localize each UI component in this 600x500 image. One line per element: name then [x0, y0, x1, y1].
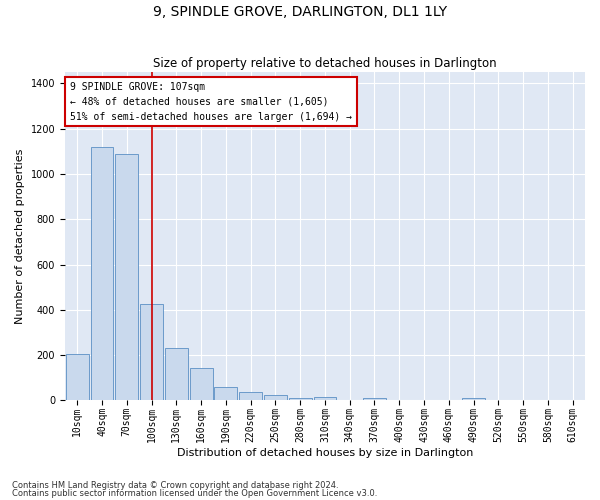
- Bar: [314, 397, 337, 400]
- Bar: [91, 147, 113, 401]
- Bar: [239, 392, 262, 400]
- Bar: [289, 398, 311, 400]
- Bar: [66, 354, 89, 401]
- Text: 9 SPINDLE GROVE: 107sqm
← 48% of detached houses are smaller (1,605)
51% of semi: 9 SPINDLE GROVE: 107sqm ← 48% of detache…: [70, 82, 352, 122]
- Bar: [165, 348, 188, 401]
- Bar: [190, 368, 212, 400]
- Bar: [115, 154, 138, 400]
- Text: 9, SPINDLE GROVE, DARLINGTON, DL1 1LY: 9, SPINDLE GROVE, DARLINGTON, DL1 1LY: [153, 5, 447, 19]
- Bar: [264, 396, 287, 400]
- Bar: [214, 388, 237, 400]
- Title: Size of property relative to detached houses in Darlington: Size of property relative to detached ho…: [153, 56, 497, 70]
- Bar: [140, 304, 163, 400]
- Bar: [462, 398, 485, 400]
- Text: Contains public sector information licensed under the Open Government Licence v3: Contains public sector information licen…: [12, 489, 377, 498]
- Y-axis label: Number of detached properties: Number of detached properties: [15, 148, 25, 324]
- Text: Contains HM Land Registry data © Crown copyright and database right 2024.: Contains HM Land Registry data © Crown c…: [12, 480, 338, 490]
- Bar: [363, 398, 386, 400]
- X-axis label: Distribution of detached houses by size in Darlington: Distribution of detached houses by size …: [177, 448, 473, 458]
